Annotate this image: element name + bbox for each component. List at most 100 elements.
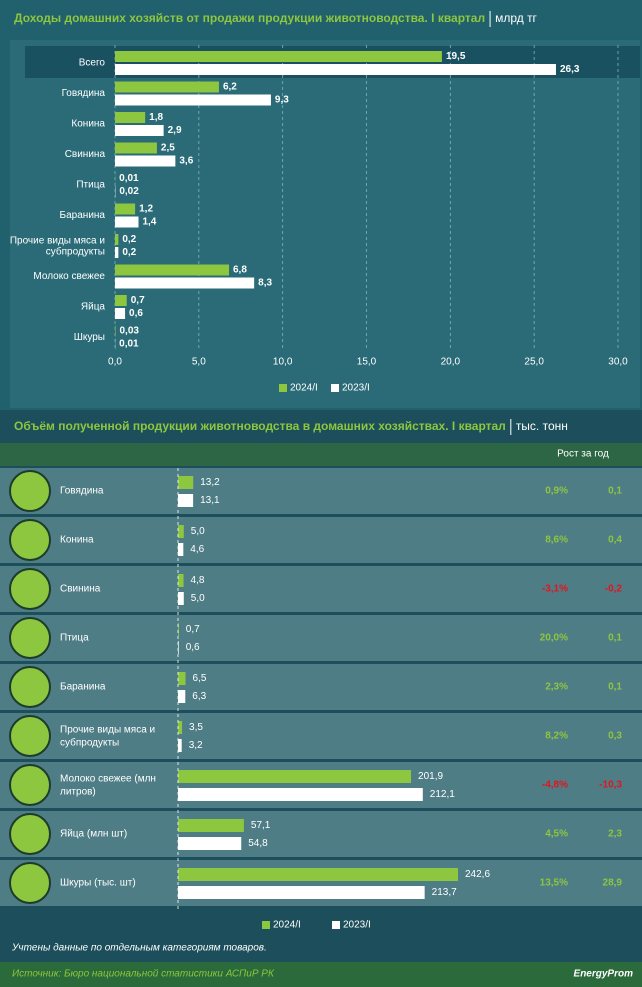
growth-value: 8,6% bbox=[545, 535, 568, 546]
growth-value: 2,3% bbox=[545, 682, 568, 693]
growth-value: -3,1% bbox=[542, 584, 568, 595]
x-tick-label: 20,0 bbox=[441, 357, 461, 368]
table-header bbox=[0, 443, 642, 466]
value-label: 213,7 bbox=[432, 887, 457, 898]
bar bbox=[178, 494, 194, 507]
growth-value: 0,4 bbox=[608, 535, 622, 546]
note: Учтены данные по отдельным категориям то… bbox=[11, 943, 267, 954]
x-tick-label: 0,0 bbox=[108, 357, 122, 368]
value-label: 1,8 bbox=[149, 112, 163, 123]
x-tick-label: 5,0 bbox=[192, 357, 206, 368]
value-label: 0,2 bbox=[122, 234, 136, 245]
category-label: Птица bbox=[76, 180, 105, 191]
bar bbox=[115, 264, 230, 276]
bar bbox=[115, 247, 119, 258]
growth-value: 4,5% bbox=[545, 829, 568, 840]
value-label: 5,0 bbox=[191, 593, 205, 604]
value-label: 201,9 bbox=[418, 771, 443, 782]
bar bbox=[178, 837, 242, 850]
value-label: 0,03 bbox=[120, 326, 140, 337]
category-label: Прочие виды мяса и субпродукты bbox=[60, 724, 155, 748]
bar bbox=[115, 216, 139, 228]
growth-value: 2,3 bbox=[608, 829, 622, 840]
category-label: Конина bbox=[71, 119, 105, 130]
legend-swatch bbox=[262, 921, 270, 929]
value-label: 0,01 bbox=[119, 173, 139, 184]
growth-value: -10,3 bbox=[599, 780, 622, 791]
category-label: Яйца bbox=[81, 302, 106, 313]
row-icon bbox=[9, 813, 51, 855]
value-label: 13,2 bbox=[200, 477, 220, 488]
growth-value: 8,2% bbox=[545, 731, 568, 742]
category-label: Конина bbox=[60, 535, 94, 546]
bar bbox=[178, 574, 184, 587]
value-label: 212,1 bbox=[430, 789, 455, 800]
growth-value: 0,9% bbox=[545, 486, 568, 497]
growth-value: 20,0% bbox=[540, 633, 568, 644]
category-label: Молоко свежее bbox=[33, 271, 105, 282]
table-row bbox=[0, 811, 642, 857]
value-label: 0,02 bbox=[119, 186, 139, 197]
growth-header: Рост за год bbox=[557, 449, 609, 460]
bar bbox=[178, 623, 179, 636]
value-label: 2,5 bbox=[161, 143, 175, 154]
value-label: 6,3 bbox=[192, 691, 206, 702]
value-label: 3,5 bbox=[189, 722, 203, 733]
value-label: 0,01 bbox=[119, 339, 139, 350]
chart1-unit: млрд тг bbox=[495, 11, 537, 25]
value-label: 57,1 bbox=[251, 820, 271, 831]
bar bbox=[178, 739, 182, 752]
value-label: 4,8 bbox=[191, 575, 205, 586]
row-icon bbox=[9, 666, 51, 708]
value-label: 0,6 bbox=[129, 308, 143, 319]
value-label: 3,6 bbox=[179, 156, 193, 167]
value-label: 4,6 bbox=[190, 544, 204, 555]
row-icon bbox=[9, 568, 51, 610]
bar bbox=[115, 155, 176, 167]
category-label: Прочие виды мяса и субпродукты bbox=[10, 235, 105, 257]
chart1-title: Доходы домашних хозяйств от продажи прод… bbox=[14, 11, 485, 25]
table-row bbox=[0, 566, 642, 612]
category-label: Говядина bbox=[60, 486, 104, 497]
value-label: 0,2 bbox=[122, 247, 136, 258]
bar bbox=[178, 819, 244, 832]
bar bbox=[178, 868, 458, 881]
x-tick-label: 10,0 bbox=[273, 357, 293, 368]
category-label: Яйца (млн шт) bbox=[60, 829, 127, 840]
value-label: 2,9 bbox=[168, 125, 182, 136]
bar bbox=[178, 641, 179, 654]
bar bbox=[115, 203, 136, 215]
bar bbox=[115, 277, 255, 289]
value-label: 0,7 bbox=[186, 624, 200, 635]
table-row bbox=[0, 664, 642, 710]
value-label: 5,0 bbox=[191, 526, 205, 537]
legend-label: 2023/I bbox=[343, 920, 371, 931]
category-label: Свинина bbox=[65, 149, 106, 160]
value-label: 6,8 bbox=[233, 265, 247, 276]
value-label: 8,3 bbox=[258, 278, 272, 289]
bar bbox=[178, 788, 423, 801]
category-label: Говядина bbox=[62, 88, 106, 99]
value-label: 0,7 bbox=[131, 295, 145, 306]
footer-bar bbox=[0, 962, 642, 987]
row-icon bbox=[9, 862, 51, 904]
table-row bbox=[0, 517, 642, 563]
category-label: Птица bbox=[60, 633, 89, 644]
legend-swatch bbox=[279, 384, 287, 392]
bar bbox=[178, 770, 412, 783]
chart2-title: Объём полученной продукции животноводств… bbox=[14, 419, 506, 433]
row-icon bbox=[9, 715, 51, 757]
growth-value: 13,5% bbox=[540, 878, 568, 889]
table-row bbox=[0, 713, 642, 759]
value-label: 0,6 bbox=[186, 642, 200, 653]
growth-value: 0,1 bbox=[608, 682, 622, 693]
bar bbox=[178, 476, 194, 489]
category-label: Шкуры bbox=[74, 332, 105, 343]
bar bbox=[178, 721, 183, 734]
bar bbox=[115, 51, 442, 62]
bar bbox=[115, 308, 126, 319]
source: Источник: Бюро национальной статистики А… bbox=[12, 969, 275, 980]
row-icon bbox=[9, 764, 51, 806]
table-row bbox=[0, 615, 642, 661]
logo: EnergyProm bbox=[574, 969, 634, 980]
